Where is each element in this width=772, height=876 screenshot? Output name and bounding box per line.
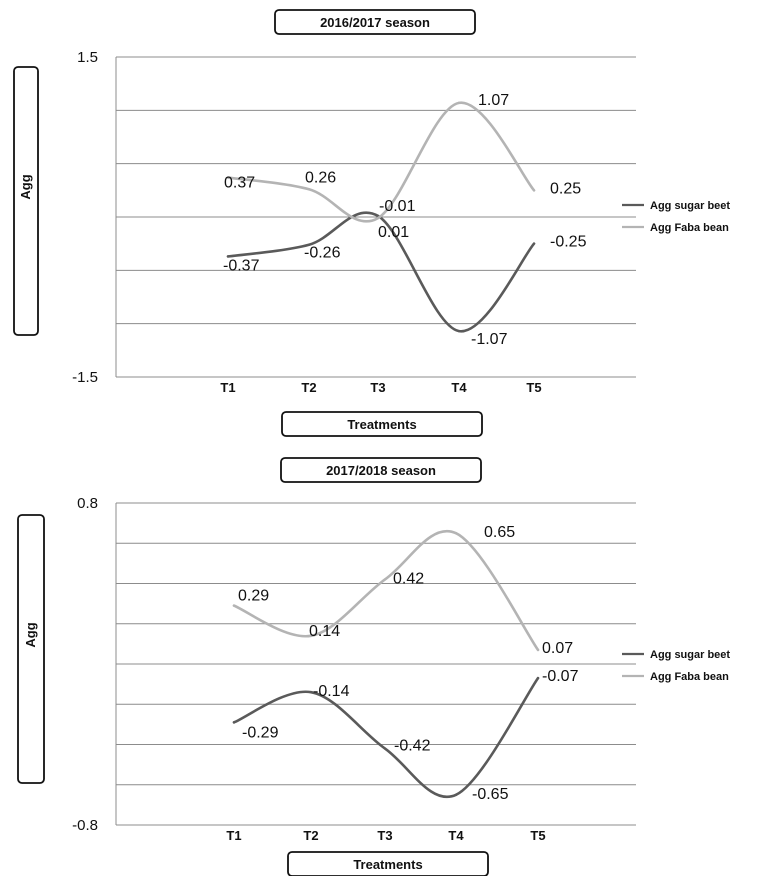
data-label: -0.07	[542, 668, 579, 685]
legend-entry: Agg sugar beet	[622, 649, 730, 661]
x-axis-label: Treatments	[347, 417, 416, 432]
data-point	[454, 793, 458, 797]
data-label: -0.37	[223, 257, 260, 274]
data-label: -1.07	[471, 331, 508, 348]
data-point	[309, 634, 313, 638]
data-point	[536, 676, 540, 680]
data-point	[532, 189, 536, 192]
legend-label: Agg Faba bean	[650, 222, 729, 234]
series-line	[226, 101, 536, 223]
data-point	[309, 690, 313, 694]
legend-entry: Agg Faba bean	[622, 222, 729, 234]
series-faba-bean: 0.37 0.26 -0.01 1.07 0.25	[224, 92, 581, 223]
x-tick-label: T5	[526, 380, 541, 395]
data-label: -0.01	[379, 198, 416, 215]
data-label: 0.65	[484, 524, 515, 541]
data-point	[307, 243, 311, 246]
chart-title: 2017/2018 season	[326, 463, 436, 478]
legend-label: Agg sugar beet	[650, 649, 730, 661]
y-tick-label: -0.8	[72, 817, 98, 834]
title-box	[274, 9, 476, 35]
chart-1: 1.5 -1.5 T1 T2 T3 T4 T5 2016/2017 season Treatme…	[13, 9, 730, 437]
series-line	[232, 529, 540, 652]
x-axis-label: Treatments	[353, 857, 422, 872]
x-tick-label: T2	[303, 828, 318, 843]
x-tick-label: T4	[451, 380, 467, 395]
data-label: 0.07	[542, 640, 573, 657]
x-tick-label: T3	[377, 828, 392, 843]
x-axis-label-box	[287, 851, 489, 876]
data-point	[307, 188, 311, 191]
legend-label: Agg sugar beet	[650, 200, 730, 212]
data-point	[226, 255, 230, 258]
legend-label: Agg Faba bean	[650, 671, 729, 683]
data-label: 1.07	[478, 92, 509, 109]
data-label: -0.29	[242, 724, 279, 741]
data-label: 0.25	[550, 180, 581, 197]
data-label: 0.14	[309, 623, 340, 640]
chart-2: 0.8 -0.8 T1 T2 T3 T4 T5 2017/2018 season Treatme…	[17, 457, 730, 876]
title-box	[280, 457, 482, 483]
y-axis-label-box	[13, 66, 39, 336]
x-tick-label: T3	[370, 380, 385, 395]
data-point	[232, 604, 236, 607]
data-point	[383, 747, 387, 750]
y-tick-label: 1.5	[77, 49, 98, 66]
x-tick-label: T1	[220, 380, 235, 395]
data-point	[383, 578, 387, 581]
x-tick-label: T2	[301, 380, 316, 395]
data-label: 0.29	[238, 588, 269, 605]
series-faba-bean: 0.29 0.14 0.42 0.65 0.07	[232, 524, 573, 657]
y-axis-label-box	[17, 514, 45, 784]
data-label: -0.26	[304, 245, 341, 262]
data-label: 0.01	[378, 224, 409, 241]
data-point	[232, 721, 236, 724]
gridlines	[116, 56, 636, 378]
data-point	[457, 101, 461, 105]
x-axis-label-box	[281, 411, 483, 437]
legend-entry: Agg sugar beet	[622, 200, 730, 212]
x-tick-label: T1	[226, 828, 241, 843]
data-label: 0.42	[393, 570, 424, 587]
data-point	[376, 216, 380, 220]
x-tick-label: T5	[530, 828, 545, 843]
series-sugar-beet: -0.37 -0.26 0.01 -1.07 -0.25	[223, 211, 587, 348]
data-label: -0.65	[472, 786, 509, 803]
y-tick-label: 0.8	[77, 495, 98, 512]
data-label: 0.26	[305, 169, 336, 186]
data-point	[226, 176, 230, 179]
legend-entry: Agg Faba bean	[622, 671, 729, 683]
series-sugar-beet: -0.29 -0.14 -0.42 -0.65 -0.07	[232, 668, 579, 803]
data-point	[457, 329, 461, 333]
chart-title: 2016/2017 season	[320, 15, 430, 30]
data-label: -0.42	[394, 738, 431, 755]
series-line	[232, 676, 540, 799]
x-tick-label: T4	[448, 828, 464, 843]
data-label: -0.14	[313, 683, 350, 700]
data-point	[454, 531, 458, 535]
data-point	[532, 242, 536, 245]
y-axis-label: Agg	[23, 622, 38, 647]
gridlines	[116, 502, 636, 826]
data-label: 0.37	[224, 175, 255, 192]
y-tick-label: -1.5	[72, 369, 98, 386]
y-axis-label: Agg	[18, 174, 33, 199]
data-point	[536, 648, 540, 652]
series-line	[226, 211, 536, 333]
data-label: -0.25	[550, 234, 587, 251]
